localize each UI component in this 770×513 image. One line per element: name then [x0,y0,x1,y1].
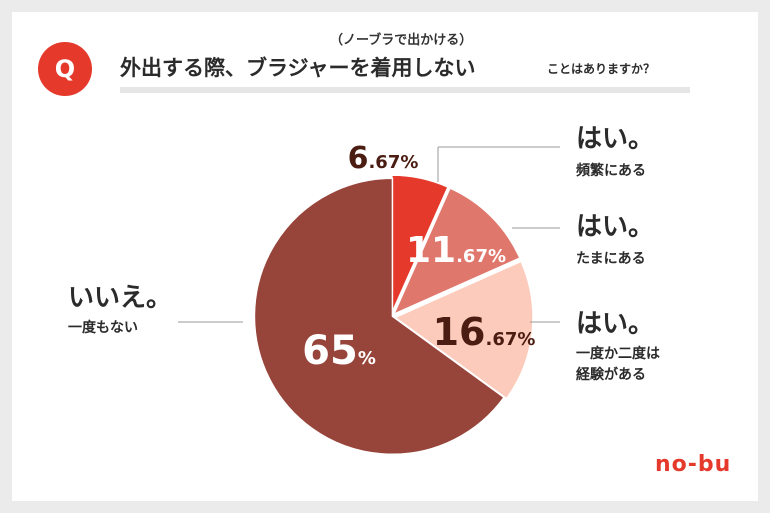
answer-4-title: いいえ。 [68,283,173,313]
question-tail: ことはありますか？ [547,62,656,76]
question-badge: Q [38,42,92,96]
pie-label-2: 11.67% [406,230,506,271]
answer-4-sub: 一度もない [68,320,138,336]
pie-label-3: 16.67% [433,310,536,354]
answer-3-title: はい。 [576,309,655,339]
answer-2-title: はい。 [576,212,655,242]
pie-label-4: 65% [302,328,376,374]
question-subtitle: （ノーブラで出かける） [330,33,473,48]
pie-slice-3 [393,260,534,400]
answer-1-sub: 頻繁にある [576,163,646,179]
title-underline [120,87,690,93]
pie-slice-1 [391,174,449,314]
answer-3-sub: 一度か二度は 経験がある [576,346,660,383]
answer-2-sub: たまにある [576,251,646,267]
answer-1-title: はい。 [576,124,655,154]
brand-logo: no-bu [655,452,732,477]
pie-slice-4 [253,177,506,455]
pie-slice-2 [392,187,521,316]
pie-label-1: 6.67% [348,141,419,176]
question-title: 外出する際、ブラジャーを着用しない [120,56,476,80]
